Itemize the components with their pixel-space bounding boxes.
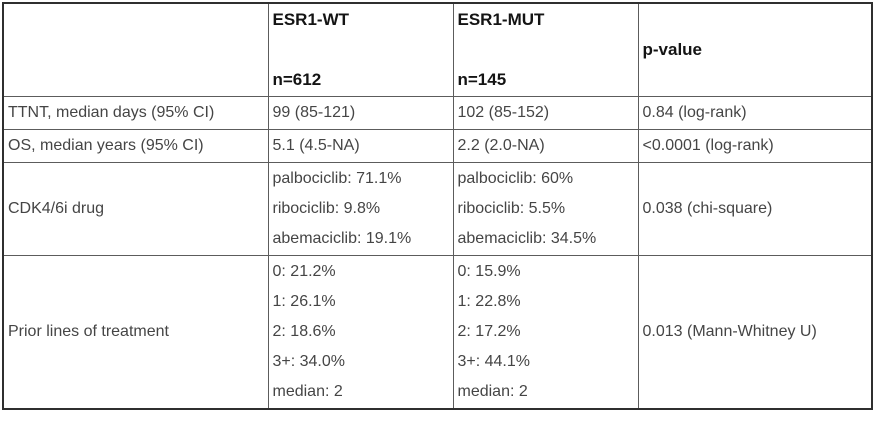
prior-lines-line: 3+: 34.0% xyxy=(272,353,346,370)
esr1-wt-cell: palbociclib: 71.1% ribociclib: 9.8% abem… xyxy=(267,162,454,256)
row-label-cell: CDK4/6i drug xyxy=(2,162,269,256)
row-label-cell: OS, median years (95% CI) xyxy=(2,129,269,163)
cohort-comparison-table: ESR1-WT n=612 ESR1-MUT n=145 p-value TTN… xyxy=(2,2,873,410)
table-row-cdk46i-drug: CDK4/6i drug palbociclib: 71.1% ribocicl… xyxy=(2,162,873,256)
prior-lines-line: 2: 17.2% xyxy=(457,323,521,340)
prior-lines-line: median: 2 xyxy=(272,383,343,400)
p-value-cell: 0.013 (Mann-Whitney U) xyxy=(637,255,873,410)
col-title-esr1-wt: ESR1-WT xyxy=(272,10,350,29)
row-label-cell: Prior lines of treatment xyxy=(2,255,269,410)
drug-line: palbociclib: 60% xyxy=(457,170,574,187)
col-header-esr1-mut: ESR1-MUT n=145 xyxy=(452,2,639,97)
drug-line: abemaciclib: 34.5% xyxy=(457,230,597,247)
corner-cell xyxy=(2,2,269,97)
p-value-cell: <0.0001 (log-rank) xyxy=(637,129,873,163)
table-row-os: OS, median years (95% CI) 5.1 (4.5-NA) 2… xyxy=(2,129,873,163)
prior-lines-line: 0: 15.9% xyxy=(457,263,521,280)
prior-lines-line: median: 2 xyxy=(457,383,528,400)
drug-line: abemaciclib: 19.1% xyxy=(272,230,412,247)
blank-line xyxy=(273,35,449,65)
drug-line: ribociclib: 9.8% xyxy=(272,200,381,217)
row-label-cell: TTNT, median days (95% CI) xyxy=(2,96,269,130)
pvalue-header-label: p-value xyxy=(642,40,703,59)
prior-lines-line: 0: 21.2% xyxy=(272,263,336,280)
esr1-mut-cell: 0: 15.9% 1: 22.8% 2: 17.2% 3+: 44.1% med… xyxy=(452,255,639,410)
col-header-esr1-wt: ESR1-WT n=612 xyxy=(267,2,454,97)
prior-lines-line: 2: 18.6% xyxy=(272,323,336,340)
drug-line: ribociclib: 5.5% xyxy=(457,200,566,217)
esr1-mut-cell: 102 (85-152) xyxy=(452,96,639,130)
table-row-prior-lines: Prior lines of treatment 0: 21.2% 1: 26.… xyxy=(2,255,873,410)
col-n-esr1-mut: n=145 xyxy=(457,70,507,89)
esr1-mut-cell: palbociclib: 60% ribociclib: 5.5% abemac… xyxy=(452,162,639,256)
drug-line: palbociclib: 71.1% xyxy=(272,170,402,187)
prior-lines-line: 1: 22.8% xyxy=(457,293,521,310)
col-n-esr1-wt: n=612 xyxy=(272,70,322,89)
col-header-pvalue: p-value xyxy=(637,2,873,97)
esr1-wt-cell: 5.1 (4.5-NA) xyxy=(267,129,454,163)
esr1-wt-cell: 99 (85-121) xyxy=(267,96,454,130)
header-row: ESR1-WT n=612 ESR1-MUT n=145 p-value xyxy=(2,2,873,97)
esr1-wt-cell: 0: 21.2% 1: 26.1% 2: 18.6% 3+: 34.0% med… xyxy=(267,255,454,410)
prior-lines-line: 1: 26.1% xyxy=(272,293,336,310)
esr1-mut-cell: 2.2 (2.0-NA) xyxy=(452,129,639,163)
p-value-cell: 0.038 (chi-square) xyxy=(637,162,873,256)
col-title-esr1-mut: ESR1-MUT xyxy=(457,10,545,29)
blank-line xyxy=(458,35,634,65)
prior-lines-line: 3+: 44.1% xyxy=(457,353,531,370)
table-row-ttnt: TTNT, median days (95% CI) 99 (85-121) 1… xyxy=(2,96,873,130)
p-value-cell: 0.84 (log-rank) xyxy=(637,96,873,130)
